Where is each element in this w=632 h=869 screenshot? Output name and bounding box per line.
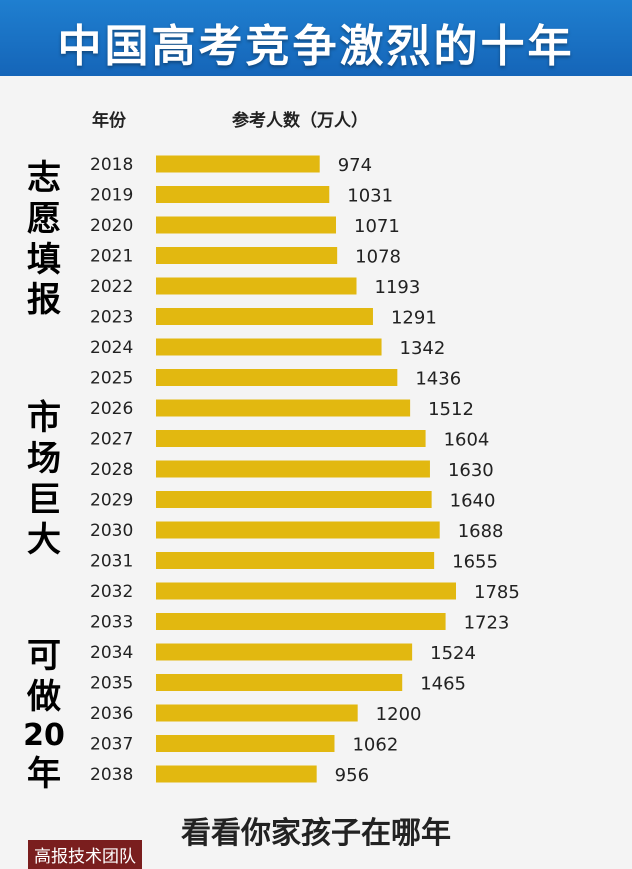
bar bbox=[156, 399, 411, 417]
year-tick-label: 2030 bbox=[90, 521, 133, 541]
side-caption-1: 志愿填报 bbox=[27, 158, 61, 321]
year-tick-label: 2022 bbox=[90, 277, 133, 297]
year-tick-label: 2020 bbox=[90, 216, 133, 236]
year-tick-label: 2037 bbox=[90, 735, 133, 755]
bar bbox=[156, 765, 317, 783]
bar-value-label: 1031 bbox=[347, 186, 393, 207]
bar bbox=[156, 643, 413, 661]
year-tick-label: 2029 bbox=[90, 491, 133, 511]
watermark-label: 高报技术团队 bbox=[28, 840, 142, 869]
bar-value-label: 1200 bbox=[376, 704, 422, 725]
side-caption-3-number: 20 bbox=[23, 717, 65, 753]
bar-value-label: 1071 bbox=[354, 216, 400, 237]
side-caption-3-prefix: 可做 bbox=[27, 636, 61, 717]
bar bbox=[156, 491, 432, 508]
year-tick-label: 2026 bbox=[90, 399, 133, 419]
side-caption-3-suffix: 年 bbox=[27, 753, 61, 794]
year-tick-label: 2023 bbox=[90, 308, 133, 328]
bar-value-label: 1342 bbox=[400, 338, 446, 359]
year-column-header: 年份 bbox=[92, 111, 126, 131]
bar bbox=[156, 308, 373, 325]
bar bbox=[156, 613, 446, 630]
bar-value-label: 1465 bbox=[420, 674, 466, 695]
year-tick-label: 2033 bbox=[90, 613, 133, 633]
year-tick-label: 2034 bbox=[90, 643, 133, 663]
footer-caption: 看看你家孩子在哪年 bbox=[181, 816, 451, 851]
year-tick-label: 2032 bbox=[90, 582, 133, 602]
bar-value-label: 1291 bbox=[391, 308, 437, 329]
bar bbox=[156, 582, 456, 600]
bar-value-label: 1512 bbox=[428, 399, 474, 420]
bar bbox=[156, 155, 320, 173]
count-column-header: 参考人数（万人） bbox=[232, 111, 368, 131]
year-tick-label: 2021 bbox=[90, 247, 133, 267]
bar-value-label: 1723 bbox=[464, 613, 510, 634]
bar-value-label: 974 bbox=[338, 155, 372, 176]
bar-value-label: 1688 bbox=[458, 521, 504, 542]
bar-value-label: 1193 bbox=[375, 277, 421, 298]
bar bbox=[156, 735, 335, 752]
bar bbox=[156, 338, 382, 356]
year-tick-label: 2024 bbox=[90, 338, 133, 358]
bar bbox=[156, 277, 357, 295]
year-tick-label: 2019 bbox=[90, 186, 133, 206]
bar bbox=[156, 216, 336, 234]
year-tick-label: 2036 bbox=[90, 704, 133, 724]
side-caption-3: 可做 20 年 bbox=[18, 636, 70, 794]
bar bbox=[156, 674, 403, 691]
bar bbox=[156, 186, 330, 203]
bar bbox=[156, 430, 426, 447]
bar bbox=[156, 521, 440, 539]
bar bbox=[156, 460, 430, 478]
bar-value-label: 1604 bbox=[444, 430, 490, 451]
bar bbox=[156, 369, 398, 386]
year-tick-label: 2025 bbox=[90, 369, 133, 389]
chart-title: 中国高考竞争激烈的十年 bbox=[57, 21, 575, 72]
year-tick-label: 2035 bbox=[90, 674, 133, 694]
bar-value-label: 1436 bbox=[415, 369, 461, 390]
year-tick-label: 2038 bbox=[90, 765, 133, 785]
bar-value-label: 1655 bbox=[452, 552, 498, 573]
bar-value-label: 1524 bbox=[430, 643, 476, 664]
title-banner bbox=[0, 0, 632, 76]
year-tick-label: 2027 bbox=[90, 430, 133, 450]
side-caption-2: 市场巨大 bbox=[27, 398, 61, 561]
year-tick-label: 2031 bbox=[90, 552, 133, 572]
bar bbox=[156, 704, 358, 722]
bar-value-label: 1062 bbox=[352, 735, 398, 756]
year-tick-label: 2028 bbox=[90, 460, 133, 480]
bar-value-label: 1630 bbox=[448, 460, 494, 481]
bar-value-label: 1640 bbox=[450, 491, 496, 512]
bar-value-label: 1785 bbox=[474, 582, 520, 603]
bar-value-label: 1078 bbox=[355, 247, 401, 268]
bar bbox=[156, 552, 435, 569]
year-tick-label: 2018 bbox=[90, 155, 133, 175]
bar bbox=[156, 247, 338, 264]
bar-value-label: 956 bbox=[335, 765, 369, 786]
